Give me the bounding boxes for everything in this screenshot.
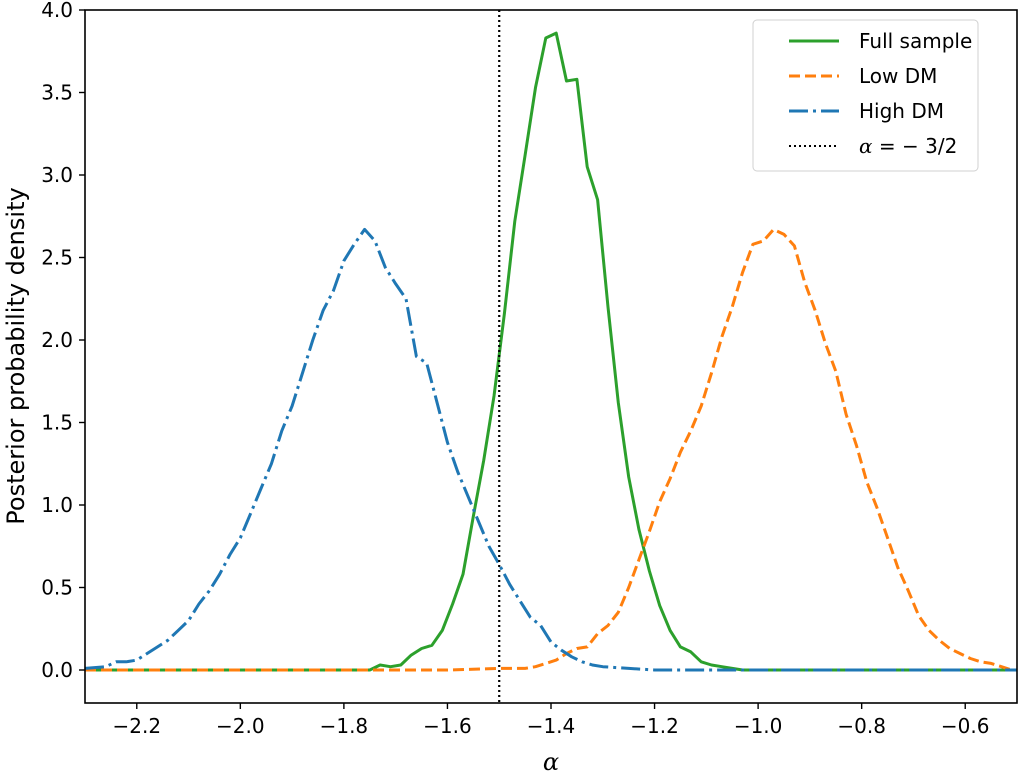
y-tick-label: 0.0 (41, 658, 73, 682)
legend-box (752, 19, 979, 172)
x-tick-label: −0.8 (837, 714, 886, 738)
y-tick-label: 1.5 (41, 411, 73, 435)
y-tick-label: 2.5 (41, 246, 73, 270)
x-tick-label: −0.6 (941, 714, 990, 738)
legend-item-alpha-line: α = − 3/2 (789, 134, 957, 158)
x-tick-label: −1.0 (734, 714, 783, 738)
x-tick-label: −1.8 (320, 714, 369, 738)
alpha-symbol: α (859, 134, 873, 158)
plot-lines (84, 10, 1017, 703)
x-tick-label: −2.0 (216, 714, 265, 738)
x-tick-label: −1.6 (423, 714, 472, 738)
equation-rest: = − 3/2 (873, 134, 958, 158)
series-line-high-dm (84, 227, 1017, 672)
y-tick-label: 1.0 (41, 493, 73, 517)
legend-label: Low DM (859, 64, 937, 88)
y-tick-label: 3.5 (41, 81, 73, 105)
legend-item-high-dm: High DM (789, 99, 944, 123)
legend-item-full-sample: Full sample (789, 29, 972, 53)
x-tick-label: −1.4 (527, 714, 576, 738)
x-tick-label: −1.2 (630, 714, 679, 738)
legend-label: Full sample (859, 29, 972, 53)
x-axis-label: α (543, 748, 559, 776)
x-tick-label: −2.2 (112, 714, 161, 738)
x-axis-ticks: −2.2 −2.0 −1.8 −1.6 −1.4 −1.2 −1.0 −0.8 −0.6 (112, 703, 990, 738)
y-tick-label: 3.0 (41, 163, 73, 187)
legend-label: High DM (859, 99, 944, 123)
legend-label-math: α = − 3/2 (859, 134, 957, 158)
legend-item-low-dm: Low DM (789, 64, 937, 88)
y-tick-label: 0.5 (41, 576, 73, 600)
series-line-low-dm (85, 227, 1013, 672)
y-tick-label: 2.0 (41, 328, 73, 352)
y-axis-ticks: 0.0 0.5 1.0 1.5 2.0 2.5 3.0 3.5 4.0 (41, 0, 85, 682)
legend: Full sample Low DM High DM α = − 3/2 (752, 19, 979, 172)
y-axis-label: Posterior probability density (2, 187, 30, 524)
series-line-full-sample (85, 31, 1017, 672)
y-tick-label: 4.0 (41, 0, 73, 22)
